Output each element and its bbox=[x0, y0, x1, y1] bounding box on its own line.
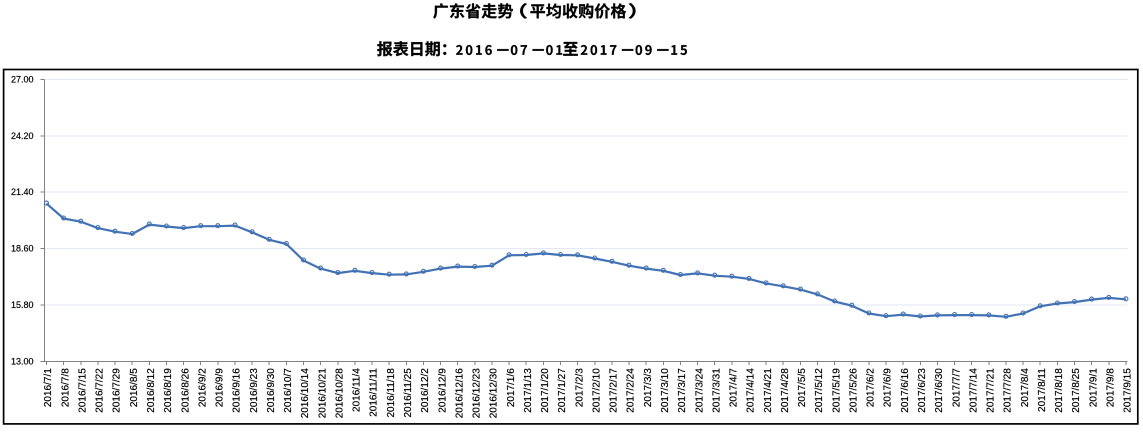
svg-text:2017/6/16: 2017/6/16 bbox=[900, 368, 911, 413]
svg-text:2017/9/8: 2017/9/8 bbox=[1106, 368, 1117, 407]
svg-text:2017/6/9: 2017/6/9 bbox=[883, 368, 894, 407]
svg-text:27.00: 27.00 bbox=[11, 74, 34, 84]
svg-text:2017/6/2: 2017/6/2 bbox=[866, 368, 877, 407]
svg-text:2016/9/23: 2016/9/23 bbox=[249, 368, 260, 413]
svg-text:2016/11/11: 2016/11/11 bbox=[369, 368, 380, 417]
svg-text:2016/12/2: 2016/12/2 bbox=[420, 368, 431, 413]
svg-text:2016/7/29: 2016/7/29 bbox=[112, 368, 123, 413]
svg-text:2016/8/19: 2016/8/19 bbox=[163, 368, 174, 413]
svg-text:2016/7/22: 2016/7/22 bbox=[95, 368, 106, 413]
svg-text:2016/7/15: 2016/7/15 bbox=[78, 368, 89, 413]
svg-text:2016/12/9: 2016/12/9 bbox=[437, 368, 448, 413]
svg-text:2016/7/1: 2016/7/1 bbox=[43, 368, 54, 407]
svg-text:2016/9/30: 2016/9/30 bbox=[266, 368, 277, 413]
svg-text:2017/3/3: 2017/3/3 bbox=[643, 368, 654, 407]
svg-text:2017/5/19: 2017/5/19 bbox=[831, 368, 842, 413]
svg-text:2017/6/23: 2017/6/23 bbox=[917, 368, 928, 413]
svg-text:2017/3/31: 2017/3/31 bbox=[711, 368, 722, 413]
svg-text:2017/2/17: 2017/2/17 bbox=[609, 368, 620, 413]
svg-text:2016/12/16: 2016/12/16 bbox=[454, 368, 465, 418]
svg-text:2016/9/2: 2016/9/2 bbox=[197, 368, 208, 407]
svg-text:15.80: 15.80 bbox=[11, 300, 34, 310]
svg-text:2016/10/7: 2016/10/7 bbox=[283, 368, 294, 413]
svg-text:2016/11/25: 2016/11/25 bbox=[403, 368, 414, 418]
svg-text:2016/9/9: 2016/9/9 bbox=[215, 368, 226, 407]
svg-text:21.40: 21.40 bbox=[11, 187, 34, 197]
svg-text:2017/3/24: 2017/3/24 bbox=[694, 368, 705, 413]
svg-text:2017/1/27: 2017/1/27 bbox=[557, 368, 568, 413]
svg-text:2017/2/10: 2017/2/10 bbox=[592, 368, 603, 413]
svg-text:13.00: 13.00 bbox=[11, 356, 34, 366]
svg-text:2016/8/26: 2016/8/26 bbox=[180, 368, 191, 413]
svg-text:2017/4/7: 2017/4/7 bbox=[729, 368, 740, 407]
svg-text:2016/11/4: 2016/11/4 bbox=[352, 368, 363, 412]
svg-text:2017/3/10: 2017/3/10 bbox=[660, 368, 671, 413]
svg-text:2016/12/23: 2016/12/23 bbox=[472, 368, 483, 418]
svg-text:2016/11/18: 2016/11/18 bbox=[386, 368, 397, 418]
svg-text:2017/9/1: 2017/9/1 bbox=[1088, 368, 1099, 407]
svg-text:2017/3/17: 2017/3/17 bbox=[677, 368, 688, 413]
svg-text:2016/9/16: 2016/9/16 bbox=[232, 368, 243, 413]
svg-text:2017/4/21: 2017/4/21 bbox=[763, 368, 774, 413]
svg-text:2017/8/11: 2017/8/11 bbox=[1037, 368, 1048, 412]
svg-text:2017/7/28: 2017/7/28 bbox=[1003, 368, 1014, 413]
svg-text:2017/9/15: 2017/9/15 bbox=[1123, 368, 1134, 413]
svg-text:2016/8/5: 2016/8/5 bbox=[129, 368, 140, 407]
svg-text:2017/7/7: 2017/7/7 bbox=[951, 368, 962, 407]
svg-text:2016/10/21: 2016/10/21 bbox=[317, 368, 328, 418]
svg-text:2017/2/24: 2017/2/24 bbox=[626, 368, 637, 413]
svg-text:2017/5/12: 2017/5/12 bbox=[814, 368, 825, 413]
svg-text:2016/10/14: 2016/10/14 bbox=[300, 368, 311, 418]
svg-text:2016/12/30: 2016/12/30 bbox=[489, 368, 500, 418]
svg-text:18.60: 18.60 bbox=[11, 244, 34, 254]
svg-text:2017/2/3: 2017/2/3 bbox=[574, 368, 585, 407]
svg-text:2017/4/28: 2017/4/28 bbox=[780, 368, 791, 413]
svg-text:2017/5/26: 2017/5/26 bbox=[849, 368, 860, 413]
svg-text:2016/7/8: 2016/7/8 bbox=[60, 368, 71, 407]
svg-text:2017/4/14: 2017/4/14 bbox=[746, 368, 757, 413]
svg-text:2017/8/4: 2017/8/4 bbox=[1020, 368, 1031, 407]
svg-text:2017/8/25: 2017/8/25 bbox=[1071, 368, 1082, 413]
svg-text:2016/8/12: 2016/8/12 bbox=[146, 368, 157, 413]
svg-text:2017/1/20: 2017/1/20 bbox=[540, 368, 551, 413]
svg-text:2016/10/28: 2016/10/28 bbox=[335, 368, 346, 418]
svg-text:2017/8/18: 2017/8/18 bbox=[1054, 368, 1065, 413]
svg-text:2017/6/30: 2017/6/30 bbox=[934, 368, 945, 413]
svg-text:2017/5/5: 2017/5/5 bbox=[797, 368, 808, 407]
svg-text:2017/1/13: 2017/1/13 bbox=[523, 368, 534, 413]
svg-text:2017/7/14: 2017/7/14 bbox=[968, 368, 979, 413]
svg-text:24.20: 24.20 bbox=[11, 131, 34, 141]
svg-text:2017/1/6: 2017/1/6 bbox=[506, 368, 517, 407]
svg-text:2017/7/21: 2017/7/21 bbox=[986, 368, 997, 413]
